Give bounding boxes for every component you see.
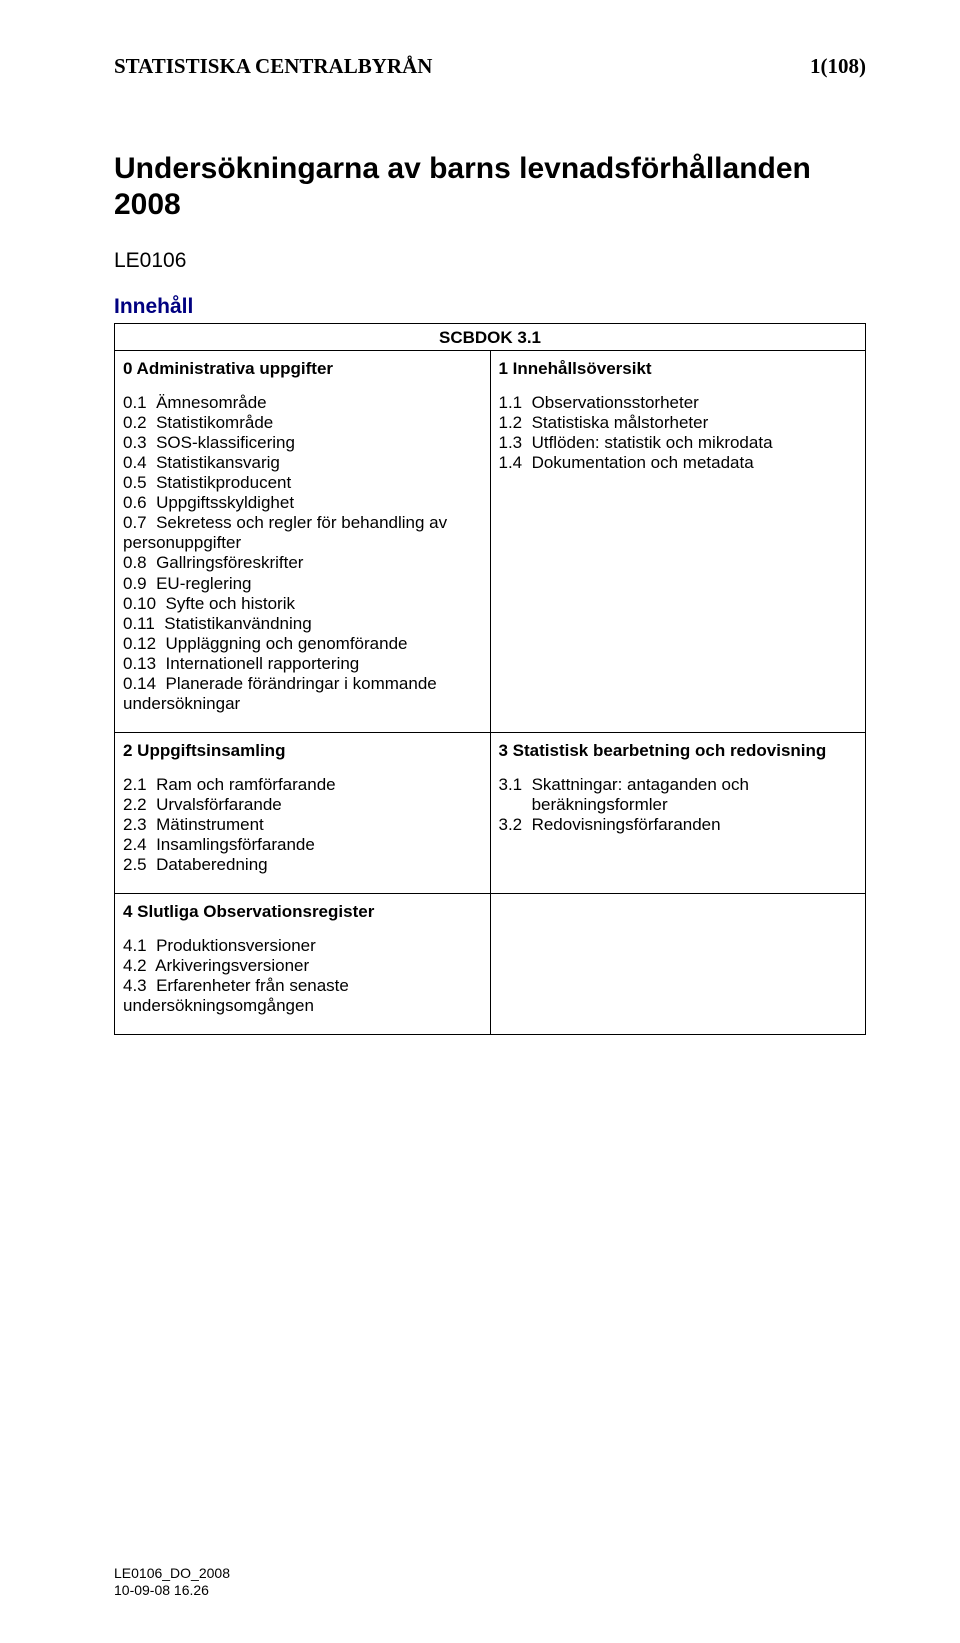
toc-item: 1.2 Statistiska målstorheter <box>499 413 858 433</box>
toc-item: 0.8 Gallringsföreskrifter <box>123 553 482 573</box>
toc-heading: Innehåll <box>114 295 866 319</box>
section-head-4: 4 Slutliga Observationsregister <box>123 902 482 922</box>
page-header: STATISTISKA CENTRALBYRÅN 1(108) <box>114 54 866 79</box>
toc-table: SCBDOK 3.1 0 Administrativa uppgifter 0.… <box>114 323 866 1035</box>
cell-3: 3 Statistisk bearbetning och redovisning… <box>490 732 866 893</box>
section-items-1: 1.1 Observationsstorheter 1.2 Statistisk… <box>499 393 858 473</box>
cell-1: 1 Innehållsöversikt 1.1 Observationsstor… <box>490 351 866 733</box>
section-items-2: 2.1 Ram och ramförfarande 2.2 Urvalsförf… <box>123 775 482 875</box>
document-page: STATISTISKA CENTRALBYRÅN 1(108) Undersök… <box>0 0 960 1643</box>
toc-item: 1.1 Observationsstorheter <box>499 393 858 413</box>
toc-item: 0.5 Statistikproducent <box>123 473 482 493</box>
toc-item: 0.3 SOS-klassificering <box>123 433 482 453</box>
table-row: 2 Uppgiftsinsamling 2.1 Ram och ramförfa… <box>115 732 866 893</box>
toc-item: 0.12 Uppläggning och genomförande <box>123 634 482 654</box>
toc-item: 0.13 Internationell rapportering <box>123 654 482 674</box>
cell-2: 2 Uppgiftsinsamling 2.1 Ram och ramförfa… <box>115 732 491 893</box>
toc-item: 0.2 Statistikområde <box>123 413 482 433</box>
toc-item: 2.4 Insamlingsförfarande <box>123 835 482 855</box>
section-head-0: 0 Administrativa uppgifter <box>123 359 482 379</box>
table-row: 4 Slutliga Observationsregister 4.1 Prod… <box>115 894 866 1035</box>
toc-item: 0.11 Statistikanvändning <box>123 614 482 634</box>
cell-0: 0 Administrativa uppgifter 0.1 Ämnesområ… <box>115 351 491 733</box>
cell-4: 4 Slutliga Observationsregister 4.1 Prod… <box>115 894 491 1035</box>
toc-item: 1.3 Utflöden: statistik och mikrodata <box>499 433 858 453</box>
scbdok-row: SCBDOK 3.1 <box>115 324 866 351</box>
toc-item: 4.1 Produktionsversioner <box>123 936 482 956</box>
page-footer: LE0106_DO_2008 10-09-08 16.26 <box>114 1565 230 1599</box>
section-head-2: 2 Uppgiftsinsamling <box>123 741 482 761</box>
toc-item: 0.4 Statistikansvarig <box>123 453 482 473</box>
cell-5-empty <box>490 894 866 1035</box>
scbdok-label: SCBDOK 3.1 <box>115 324 866 351</box>
toc-item: 2.3 Mätinstrument <box>123 815 482 835</box>
toc-item: 4.3 Erfarenheter från senaste undersökni… <box>123 976 482 1016</box>
toc-item: 0.9 EU-reglering <box>123 574 482 594</box>
section-items-3: 3.1 Skattningar: antaganden och beräknin… <box>499 775 858 835</box>
footer-line-2: 10-09-08 16.26 <box>114 1582 230 1599</box>
toc-item: 0.7 Sekretess och regler för behandling … <box>123 513 482 553</box>
toc-item: 2.1 Ram och ramförfarande <box>123 775 482 795</box>
toc-item: 0.10 Syfte och historik <box>123 594 482 614</box>
toc-item: 2.2 Urvalsförfarande <box>123 795 482 815</box>
section-items-0: 0.1 Ämnesområde 0.2 Statistikområde 0.3 … <box>123 393 482 714</box>
toc-item: 2.5 Databeredning <box>123 855 482 875</box>
toc-item: 1.4 Dokumentation och metadata <box>499 453 858 473</box>
section-head-1: 1 Innehållsöversikt <box>499 359 858 379</box>
toc-item: 4.2 Arkiveringsversioner <box>123 956 482 976</box>
page-number: 1(108) <box>810 54 866 79</box>
section-items-4: 4.1 Produktionsversioner 4.2 Arkiverings… <box>123 936 482 1016</box>
footer-line-1: LE0106_DO_2008 <box>114 1565 230 1582</box>
toc-item: 3.2 Redovisningsförfaranden <box>499 815 858 835</box>
toc-item: 0.14 Planerade förändringar i kommande u… <box>123 674 482 714</box>
document-reference: LE0106 <box>114 249 866 273</box>
section-head-3: 3 Statistisk bearbetning och redovisning <box>499 741 858 761</box>
table-row: 0 Administrativa uppgifter 0.1 Ämnesområ… <box>115 351 866 733</box>
toc-item: 0.1 Ämnesområde <box>123 393 482 413</box>
toc-item: 0.6 Uppgiftsskyldighet <box>123 493 482 513</box>
org-name: STATISTISKA CENTRALBYRÅN <box>114 54 432 79</box>
toc-item: 3.1 Skattningar: antaganden och beräknin… <box>499 775 858 815</box>
document-title: Undersökningarna av barns levnadsförhåll… <box>114 151 866 223</box>
